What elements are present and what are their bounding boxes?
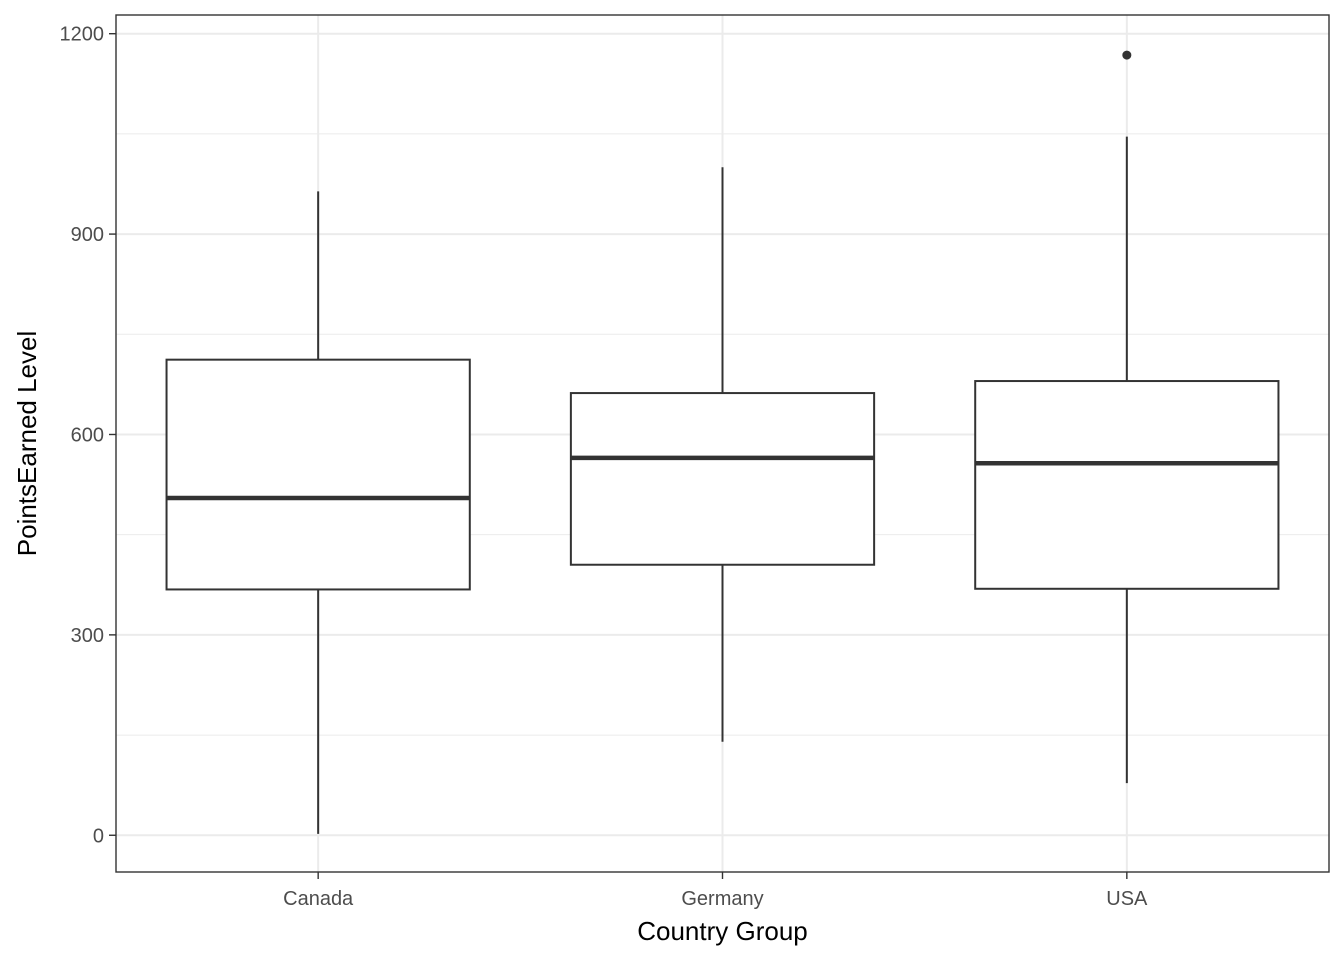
x-tick-label: USA [1106,888,1148,910]
box-group-usa [974,50,1280,784]
y-tick-label: 600 [71,424,104,446]
x-axis-title: Country Group [637,916,808,946]
box-group-canada [165,191,471,834]
x-tick-label: Germany [681,888,763,910]
x-tick-label: Canada [283,888,354,910]
y-axis-title: PointsEarned Level [12,331,42,556]
box-iqr [569,392,876,566]
axes: 0 300 600 900 1200 Canada Germany USA [60,24,1149,910]
y-tick-label: 0 [93,825,104,847]
y-tick-label: 1200 [60,24,105,46]
box-iqr [165,358,471,591]
outlier-point [1122,50,1132,60]
y-tick-label: 900 [71,224,104,246]
box-iqr [974,380,1280,590]
y-tick-label: 300 [71,625,104,647]
boxes [165,50,1280,834]
box-group-germany [569,167,876,742]
